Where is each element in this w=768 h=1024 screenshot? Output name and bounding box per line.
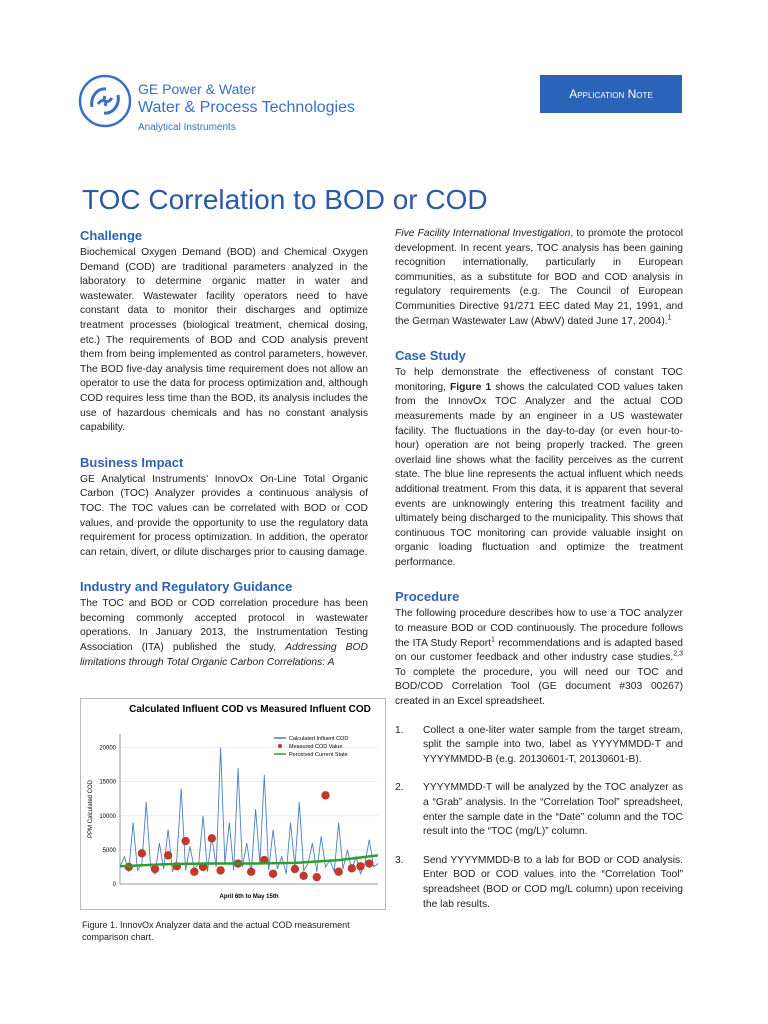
data-point xyxy=(246,867,256,876)
y-tick-label: 10000 xyxy=(99,814,116,820)
data-point xyxy=(334,867,343,876)
left-column: Challenge Biochemical Oxygen Demand (BOD… xyxy=(80,228,368,670)
unit: Analytical Instruments xyxy=(138,122,236,133)
step-text: Send YYYYMMDD-B to a lab for BOD or COD … xyxy=(423,854,683,910)
chart-frame xyxy=(80,698,386,910)
data-point xyxy=(321,791,330,800)
caption: Figure 1. InnovOx Analyzer data and the … xyxy=(82,920,350,942)
data-point xyxy=(365,859,374,868)
text: To help demonstrate the effectiveness of… xyxy=(395,367,683,393)
step-text: YYYYMMDD-T will be analyzed by the TOC a… xyxy=(423,782,683,838)
figure-chart: Calculated Influent COD vs Measured Infl… xyxy=(80,698,386,910)
division: Water & Process Technologies xyxy=(138,99,355,116)
data-point xyxy=(163,851,173,860)
data-point xyxy=(198,862,208,872)
paragraph: The TOC and BOD or COD correlation proce… xyxy=(80,597,368,670)
legend-symbol xyxy=(278,744,282,748)
data-point xyxy=(190,867,199,876)
heading: Industry and Regulatory Guidance xyxy=(80,579,293,595)
footnote-ref: 1 xyxy=(491,636,495,644)
text: shows the calculated COD values taken fr… xyxy=(395,381,683,568)
data-point xyxy=(137,849,147,858)
series-line xyxy=(119,854,379,868)
data-point xyxy=(216,866,225,875)
paragraph: The following procedure describes how to… xyxy=(395,607,683,709)
title: TOC Correlation to BOD or COD xyxy=(82,184,488,215)
step-number: 3. xyxy=(395,854,404,866)
footnote-ref: 2,3 xyxy=(673,650,683,658)
text: Figure 1 xyxy=(449,381,492,393)
data-point xyxy=(312,872,321,882)
data-point xyxy=(347,864,356,873)
y-tick-label: 0 xyxy=(113,882,117,888)
logo xyxy=(78,74,132,128)
data-point xyxy=(299,871,308,881)
text: The TOC and BOD or COD correlation proce… xyxy=(80,598,368,654)
step-number: 2. xyxy=(395,782,404,794)
heading: Business Impact xyxy=(80,454,184,470)
data-point xyxy=(207,834,217,843)
text: To complete the procedure, you will need… xyxy=(395,666,683,708)
legend-label: Measured COD Value xyxy=(289,744,342,750)
heading: Challenge xyxy=(80,228,143,243)
step: 3. Send YYYYMMDD-B to a lab for BOD or CO… xyxy=(395,854,683,912)
footnote-ref: 1 xyxy=(667,314,672,322)
data-point xyxy=(268,869,278,878)
y-axis-label: PPM Calculated COD xyxy=(88,779,94,838)
step-text: Collect a one-liter water sample from th… xyxy=(423,724,683,765)
y-tick-label: 15000 xyxy=(99,780,116,786)
step: 1. Collect a one-liter water sample from … xyxy=(395,724,683,768)
data-point xyxy=(290,864,300,874)
legend-label: Perceived Current State xyxy=(289,752,348,758)
legend-label: Calculated Influent COD xyxy=(289,736,348,742)
data-point xyxy=(181,836,190,846)
text: Five Facility International Investigatio… xyxy=(395,228,571,239)
paragraph: To help demonstrate the effectiveness of… xyxy=(395,366,683,570)
data-point xyxy=(356,862,365,871)
chart-title: Calculated Influent COD vs Measured Infl… xyxy=(129,704,371,715)
step: 2. YYYYMMDD-T will be analyzed by the TOC… xyxy=(395,781,683,839)
heading: Case Study xyxy=(395,348,466,364)
heading: Procedure xyxy=(395,589,460,605)
right-column: Five Facility International Investigatio… xyxy=(395,227,683,912)
y-tick-label: 20000 xyxy=(99,746,116,752)
step-number: 1. xyxy=(395,724,404,736)
paragraph: GE Analytical Instruments’ InnovOx On-Li… xyxy=(80,473,368,558)
x-axis-label: April 6th to May 15th xyxy=(219,894,278,900)
text: Addressing BOD limitations through Total… xyxy=(80,642,368,668)
paragraph: Five Facility International Investigatio… xyxy=(395,227,683,329)
y-tick-label: 5000 xyxy=(103,848,117,854)
text: The following procedure describes how to… xyxy=(395,608,683,649)
company: GE Power & Water xyxy=(138,81,256,97)
paragraph: Biochemical Oxygen Demand (BOD) and Chem… xyxy=(80,247,368,434)
data-point xyxy=(150,864,160,874)
text: , to promote the protocol development. I… xyxy=(395,228,683,327)
text: recommendations and is adapted based on … xyxy=(395,637,683,664)
badge: Application Note xyxy=(540,75,682,113)
